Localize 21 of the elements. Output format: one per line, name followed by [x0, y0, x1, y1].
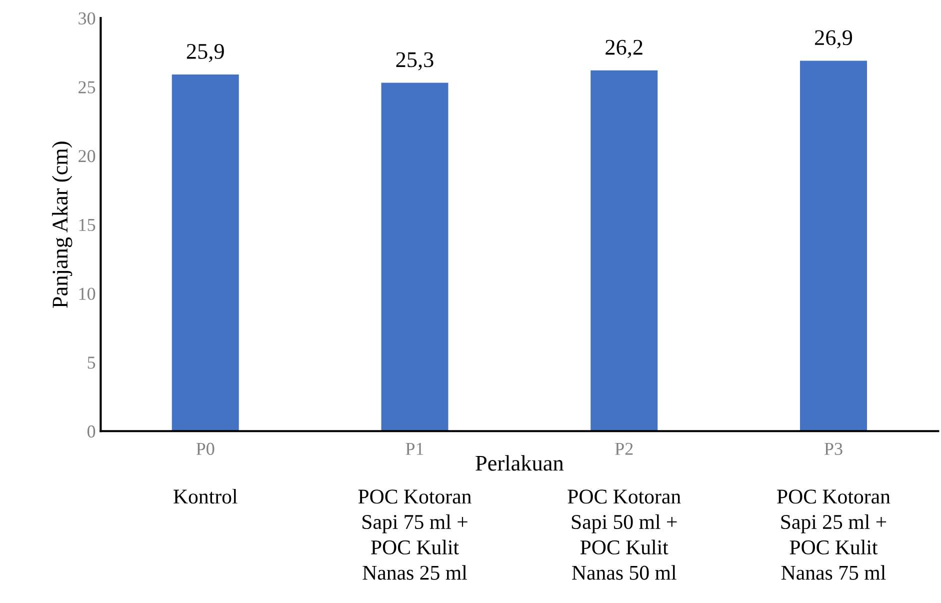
- y-tick-label: 10: [79, 288, 96, 300]
- y-tick-label: 25: [78, 81, 96, 94]
- data-label: 26,2: [606, 40, 642, 58]
- y-tick-label: 30: [78, 12, 96, 25]
- y-tick-label: 5: [88, 356, 96, 369]
- data-label: 25,9: [186, 44, 224, 62]
- bar: [172, 74, 239, 432]
- category-label: P2 POC Kotoran Sapi 50 ml + POC Kulit Nanas 50 ml: [568, 442, 681, 580]
- y-tick-label: 0: [87, 425, 96, 438]
- category-label: P3 POC Kotoran Sapi 25 ml + POC Kulit Nanas 75 ml: [777, 442, 890, 580]
- data-label: 25,3: [396, 52, 434, 70]
- category-label: P1 POC Kotoran Sapi 75 ml + POC Kulit Nanas 25 ml: [358, 442, 472, 580]
- x-axis-title: Perlakuan: [476, 455, 564, 471]
- y-tick-label: 20: [78, 150, 96, 162]
- bar: [590, 70, 658, 432]
- data-label: 26,9: [815, 30, 852, 48]
- bar: [381, 82, 448, 432]
- y-tick-label: 15: [79, 218, 96, 232]
- bar: [800, 60, 867, 432]
- y-axis-title: Panjang Akar (cm): [52, 142, 72, 308]
- category-label: P0 Kontrol: [174, 442, 238, 504]
